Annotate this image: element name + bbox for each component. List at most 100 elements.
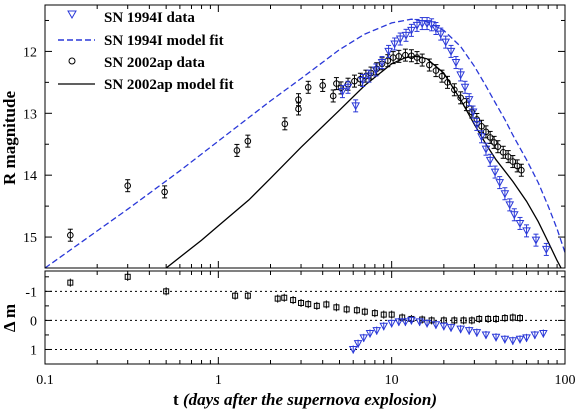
sn2002ap-residual-point: [460, 317, 467, 324]
x-tick-label: 0.1: [36, 373, 54, 388]
sn1994i-data-point: [464, 96, 474, 105]
sn1994i-data-point: [417, 20, 427, 29]
sn2002ap-data-point: [486, 134, 494, 141]
sn2002ap-data-point: [451, 86, 458, 94]
sn2002ap-data-point: [161, 188, 168, 196]
bottom-reference-lines: [45, 290, 565, 350]
sn1994i-data-point: [384, 47, 393, 56]
sn1994i-residual-point: [491, 333, 501, 342]
legend-label-sn1994i-model: SN 1994I model fit: [104, 33, 224, 49]
sn2002ap-data-point: [457, 94, 464, 102]
sn2002ap-data-point: [233, 147, 241, 154]
sn1994i-data-point: [401, 31, 411, 40]
sn1994i-data-point: [477, 133, 486, 142]
sn2002ap-residual-point: [313, 302, 320, 309]
legend: SN 1994I data SN 1994I model fit SN 2002…: [58, 10, 234, 93]
sn2002ap-data-point: [244, 137, 252, 145]
top-y-tick-label: 13: [23, 107, 37, 122]
sn1994i-data-point: [343, 83, 353, 92]
top-plot-frame: [44, 4, 566, 269]
sn1994i-residual-point: [446, 324, 456, 333]
sn2002ap-data-point: [295, 96, 302, 103]
sn2002ap-data-point: [418, 56, 426, 64]
sn2002ap-data-point: [504, 153, 512, 160]
bottom-y-tick-label: 0: [30, 314, 37, 329]
sn2002ap-residual-point: [244, 292, 251, 299]
sn1994i-data-point: [490, 168, 500, 177]
sn1994i-residual-point: [439, 322, 449, 331]
sn1994i-data-point: [481, 145, 491, 154]
sn2002ap-data-point: [518, 166, 525, 174]
sn2002ap-residual-point: [476, 315, 483, 322]
sn1994i-data-point: [472, 120, 482, 129]
sn1994i-residual-point: [387, 319, 397, 328]
sn1994i-residual-point: [472, 329, 482, 338]
sn1994i-residual-point: [539, 329, 548, 339]
sn1994i-data-point: [351, 102, 361, 111]
sn2002ap-residual-point: [468, 317, 475, 324]
sn1994i-residual-point: [522, 334, 531, 343]
sn2002ap-data-point: [67, 231, 74, 239]
sn1994i-data-point: [441, 38, 451, 47]
bottom-axis-ticks: 0.1 1 10 100 -1 0 1: [25, 271, 576, 388]
sn1994i-data-point: [468, 108, 478, 117]
sn1994i-data-point: [446, 47, 456, 56]
sn1994i-data-point: [338, 88, 347, 97]
sn2002ap-data-point: [513, 162, 521, 170]
sn2002ap-residual-point: [485, 315, 492, 322]
sn2002ap-data-point: [509, 158, 517, 165]
sn2002ap-residual-point: [67, 279, 74, 286]
sn2002ap-data-point: [351, 77, 358, 85]
sn1994i-residual-point: [515, 335, 525, 344]
sn2002ap-data-point: [329, 92, 337, 100]
sn1994i-model-fit-line: [45, 18, 565, 268]
sn2002ap-residual-point: [353, 307, 360, 314]
sn1994i-residual-point: [422, 319, 432, 328]
sn1994i-data-point: [364, 72, 374, 81]
legend-entry-sn2002ap-data: SN 2002ap data: [68, 55, 205, 71]
bottom-y-tick-label: 1: [30, 343, 37, 358]
sn2002ap-residual-point: [451, 317, 458, 324]
sn1994i-data-point: [377, 59, 387, 68]
legend-label-sn2002ap-model: SN 2002ap model fit: [104, 77, 234, 93]
sn2002ap-data-point: [444, 79, 451, 86]
sn2002ap-residual-point: [274, 295, 281, 302]
sn1994i-residual-point: [500, 335, 510, 344]
bottom-y-tick-label: -1: [25, 285, 37, 300]
sn2002ap-data-point: [408, 52, 415, 60]
sn1994i-residual-point: [431, 321, 441, 330]
sn1994i-residual-point: [394, 318, 404, 327]
legend-label-sn1994i-data: SN 1994I data: [104, 10, 195, 26]
sn1994i-data-point: [436, 30, 446, 39]
sn1994i-data-point: [515, 219, 525, 228]
sn2002ap-data-point: [395, 53, 403, 60]
legend-entry-sn2002ap-model: SN 2002ap model fit: [58, 77, 234, 93]
sn2002ap-residual-point: [323, 301, 330, 308]
sn1994i-residual-point: [372, 327, 382, 336]
x-tick-label: 100: [555, 373, 576, 388]
x-tick-label: 10: [385, 373, 399, 388]
sn2002ap-residual-point: [516, 315, 523, 322]
sn2002ap-residual-point: [493, 315, 500, 322]
sn2002ap-residual-point: [281, 294, 288, 301]
sn1994i-data-point: [358, 76, 367, 86]
sn1994i-data-point: [500, 190, 510, 199]
legend-circle-marker: [68, 57, 76, 65]
top-axis-ticks: 12 13 14 15: [23, 5, 565, 269]
top-data-points: [67, 17, 551, 256]
top-y-tick-label: 12: [23, 45, 37, 60]
sn2002ap-data-point: [490, 139, 498, 146]
sn1994i-data-point: [460, 83, 470, 92]
sn1994i-data-point: [495, 179, 505, 188]
bottom-residual-points: [67, 272, 548, 355]
sn1994i-data-point: [451, 59, 461, 68]
legend-entry-sn1994i-model: SN 1994I model fit: [58, 33, 224, 49]
sn1994i-residual-point: [365, 329, 375, 339]
sn2002ap-data-point: [432, 67, 440, 74]
sn1994i-residual-point: [464, 327, 474, 336]
sn1994i-residual-point: [401, 318, 410, 327]
top-y-tick-label: 15: [23, 231, 37, 246]
top-y-tick-label: 14: [23, 169, 37, 184]
sn2002ap-residual-point: [124, 273, 131, 280]
